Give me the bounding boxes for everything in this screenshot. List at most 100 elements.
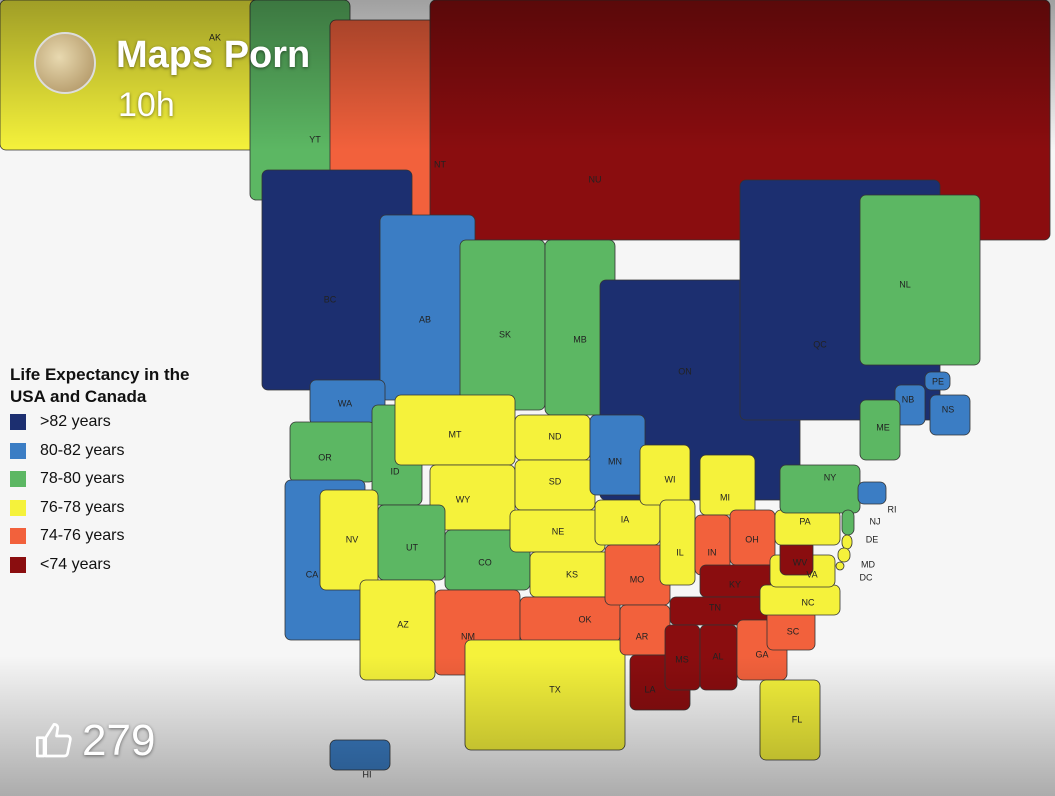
legend-swatch <box>10 528 26 545</box>
region <box>519 596 621 643</box>
post-time: 10h <box>118 86 175 124</box>
region-label: ME <box>876 422 890 432</box>
bottom-shade <box>0 656 1055 796</box>
legend-swatch <box>10 442 26 459</box>
region-label: MN <box>608 456 622 466</box>
region-label: DC <box>860 572 873 582</box>
region <box>464 639 626 751</box>
region-label: IA <box>621 514 630 524</box>
region <box>289 421 376 483</box>
region-label: NM <box>461 631 475 641</box>
region <box>329 739 391 771</box>
thumb-icon <box>36 723 72 758</box>
region-label: ID <box>391 466 401 476</box>
legend-swatch <box>10 414 26 431</box>
legend-swatch <box>10 556 26 573</box>
region-label: NY <box>824 472 837 482</box>
region-label: OR <box>318 452 332 462</box>
region-label: TN <box>709 602 721 612</box>
legend-label: 74-76 years <box>40 527 125 545</box>
region-label: IN <box>708 547 717 557</box>
region-label: AR <box>636 631 649 641</box>
region <box>837 547 851 563</box>
region-label: ND <box>549 431 562 441</box>
region-label: BC <box>324 294 337 304</box>
region-label: MB <box>573 334 587 344</box>
region <box>659 499 696 586</box>
region-label: MS <box>675 654 689 664</box>
region-label: VA <box>806 569 817 579</box>
legend-swatch <box>10 499 26 516</box>
region-label: AK <box>209 32 221 42</box>
legend-item: 78-80 years <box>10 465 220 494</box>
region <box>835 561 845 571</box>
legend-item: <74 years <box>10 551 220 580</box>
legend-label: >82 years <box>40 413 111 431</box>
region-label: TX <box>549 684 561 694</box>
region-label: MD <box>861 559 875 569</box>
like-button[interactable]: 279 <box>34 716 155 766</box>
region-label: CO <box>478 557 492 567</box>
region <box>759 584 841 616</box>
legend-item: >82 years <box>10 408 220 437</box>
region <box>759 679 821 761</box>
region-label: WV <box>793 557 808 567</box>
region-label: NU <box>589 174 602 184</box>
region-label: HI <box>363 769 372 779</box>
author-avatar[interactable] <box>34 32 96 94</box>
author-name[interactable]: Maps Porn <box>116 34 311 76</box>
legend-title: Life Expectancy in the USA and Canada <box>10 365 190 406</box>
legend-item: 76-78 years <box>10 494 220 523</box>
region-label: NE <box>552 526 565 536</box>
region <box>459 239 546 411</box>
region-label: KS <box>566 569 578 579</box>
region-label: NL <box>899 279 911 289</box>
region-label: NT <box>434 159 446 169</box>
region-label: KY <box>729 579 741 589</box>
region-label: OK <box>578 614 591 624</box>
region-label: WA <box>338 398 352 408</box>
region-label: PA <box>799 516 810 526</box>
region <box>929 394 971 436</box>
region-label: AB <box>419 314 431 324</box>
region-label: YT <box>309 134 321 144</box>
region-label: ON <box>678 366 692 376</box>
region <box>589 414 646 496</box>
legend-label: 76-78 years <box>40 498 125 516</box>
region <box>841 534 853 550</box>
region-label: GA <box>755 649 768 659</box>
legend-item: 80-82 years <box>10 437 220 466</box>
legend-label: 80-82 years <box>40 441 125 459</box>
legend-items: >82 years 80-82 years 78-80 years 76-78 yea… <box>10 408 220 579</box>
region-label: CA <box>306 569 319 579</box>
region-label: MI <box>720 492 730 502</box>
region-label: DE <box>866 534 879 544</box>
region-label: AZ <box>397 619 409 629</box>
region-label: QC <box>813 339 827 349</box>
region-label: WI <box>665 474 676 484</box>
region-label: PE <box>932 376 944 386</box>
region <box>779 464 861 514</box>
region-label: AL <box>712 651 723 661</box>
legend: Life Expectancy in the USA and Canada >8… <box>10 364 220 579</box>
region-label: MO <box>630 574 645 584</box>
legend-item: 74-76 years <box>10 522 220 551</box>
region <box>619 604 671 656</box>
region <box>859 194 981 366</box>
region-label: NJ <box>870 516 881 526</box>
region-label: SK <box>499 329 511 339</box>
legend-label: <74 years <box>40 555 111 573</box>
region <box>857 481 887 505</box>
region-label: RI <box>888 504 897 514</box>
region-label: IL <box>676 547 684 557</box>
like-count: 279 <box>82 716 156 765</box>
region-label: MT <box>449 429 462 439</box>
region-label: OH <box>745 534 759 544</box>
legend-label: 78-80 years <box>40 470 125 488</box>
region-label: WY <box>456 494 471 504</box>
region-label: NB <box>902 394 915 404</box>
region <box>699 454 756 516</box>
region-label: UT <box>406 542 418 552</box>
